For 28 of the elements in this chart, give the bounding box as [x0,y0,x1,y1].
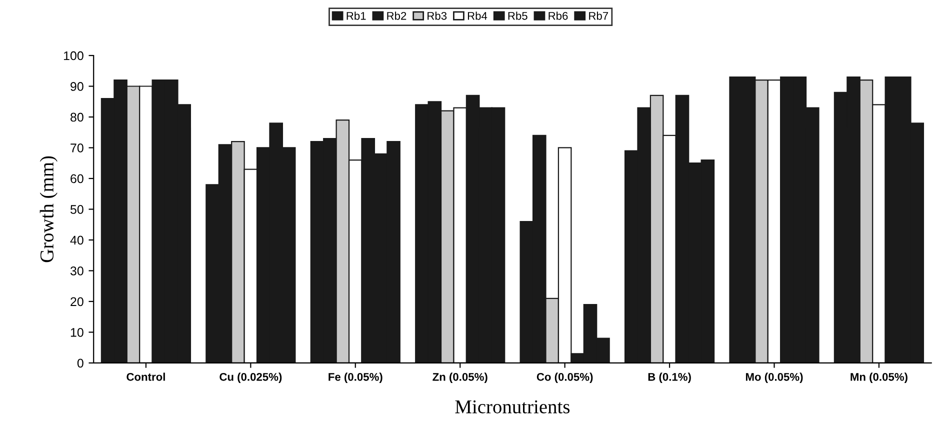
legend-label: Rb6 [548,12,568,20]
x-tick-label: Co (0.05%) [536,372,593,384]
y-tick-label: 40 [70,236,84,245]
legend-label: Rb2 [387,12,406,20]
legend-label: Rb3 [428,12,447,20]
y-tick-label: 80 [70,112,84,122]
y-axis-title: Growth (mm) [40,156,58,262]
y-tick-label: 90 [70,82,84,91]
x-tick-label: Fe (0.05%) [328,372,382,384]
y-tick-label: 50 [70,205,84,214]
legend-label: Rb7 [589,12,608,20]
y-tick-label: 60 [70,174,84,184]
x-tick-label: B (0.1%) [648,372,691,384]
x-tick-label: Zn (0.05%) [432,372,488,384]
legend-label: Rb1 [346,12,366,20]
legend-label: Rb5 [508,12,528,20]
x-tick-label: Cu (0.025%) [220,372,282,384]
x-axis-title: Micronutrients [455,400,570,414]
y-tick-label: 20 [70,297,84,306]
x-tick-label: Mn (0.05%) [850,372,908,384]
y-tick-label: 10 [70,328,84,337]
y-tick-label: 30 [70,266,84,276]
legend-label: Rb4 [468,12,488,20]
y-tick-label: 100 [64,51,84,60]
y-tick-label: 0 [77,358,84,368]
x-tick-label: Mo (0.05%) [746,372,803,384]
x-tick-label: Control [126,372,165,381]
y-tick-label: 70 [70,144,84,152]
